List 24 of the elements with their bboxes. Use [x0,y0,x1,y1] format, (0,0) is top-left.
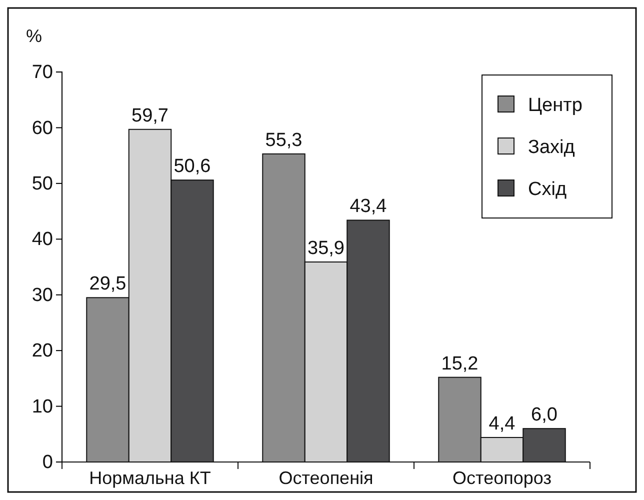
legend-label: Захід [528,137,575,158]
data-label: 55,3 [265,130,302,151]
y-tick-label: 70 [32,62,53,84]
data-label: 6,0 [531,404,558,426]
y-tick-label: 0 [42,452,53,474]
data-label: 15,2 [441,353,478,374]
data-label: 59,7 [132,105,168,126]
y-tick-label: 10 [32,396,53,418]
y-tick-label: 60 [32,118,53,139]
y-tick-label: 30 [32,284,53,306]
legend-label: Схід [528,179,567,200]
x-tick-label: Остеопороз [452,468,552,488]
y-axis-title: % [26,26,42,46]
data-label: 35,9 [308,238,344,259]
legend-label: Центр [528,95,582,116]
data-label: 50,6 [174,156,211,178]
data-label: 29,5 [89,274,126,295]
y-tick-label: 50 [32,174,53,195]
y-tick-label: 40 [32,229,53,250]
data-label: 43,4 [350,196,388,218]
x-tick-label: Остеопенія [278,468,374,488]
x-tick-label: Нормальна КТ [89,468,211,488]
data-label: 4,4 [488,413,516,434]
y-tick-label: 20 [32,340,53,362]
